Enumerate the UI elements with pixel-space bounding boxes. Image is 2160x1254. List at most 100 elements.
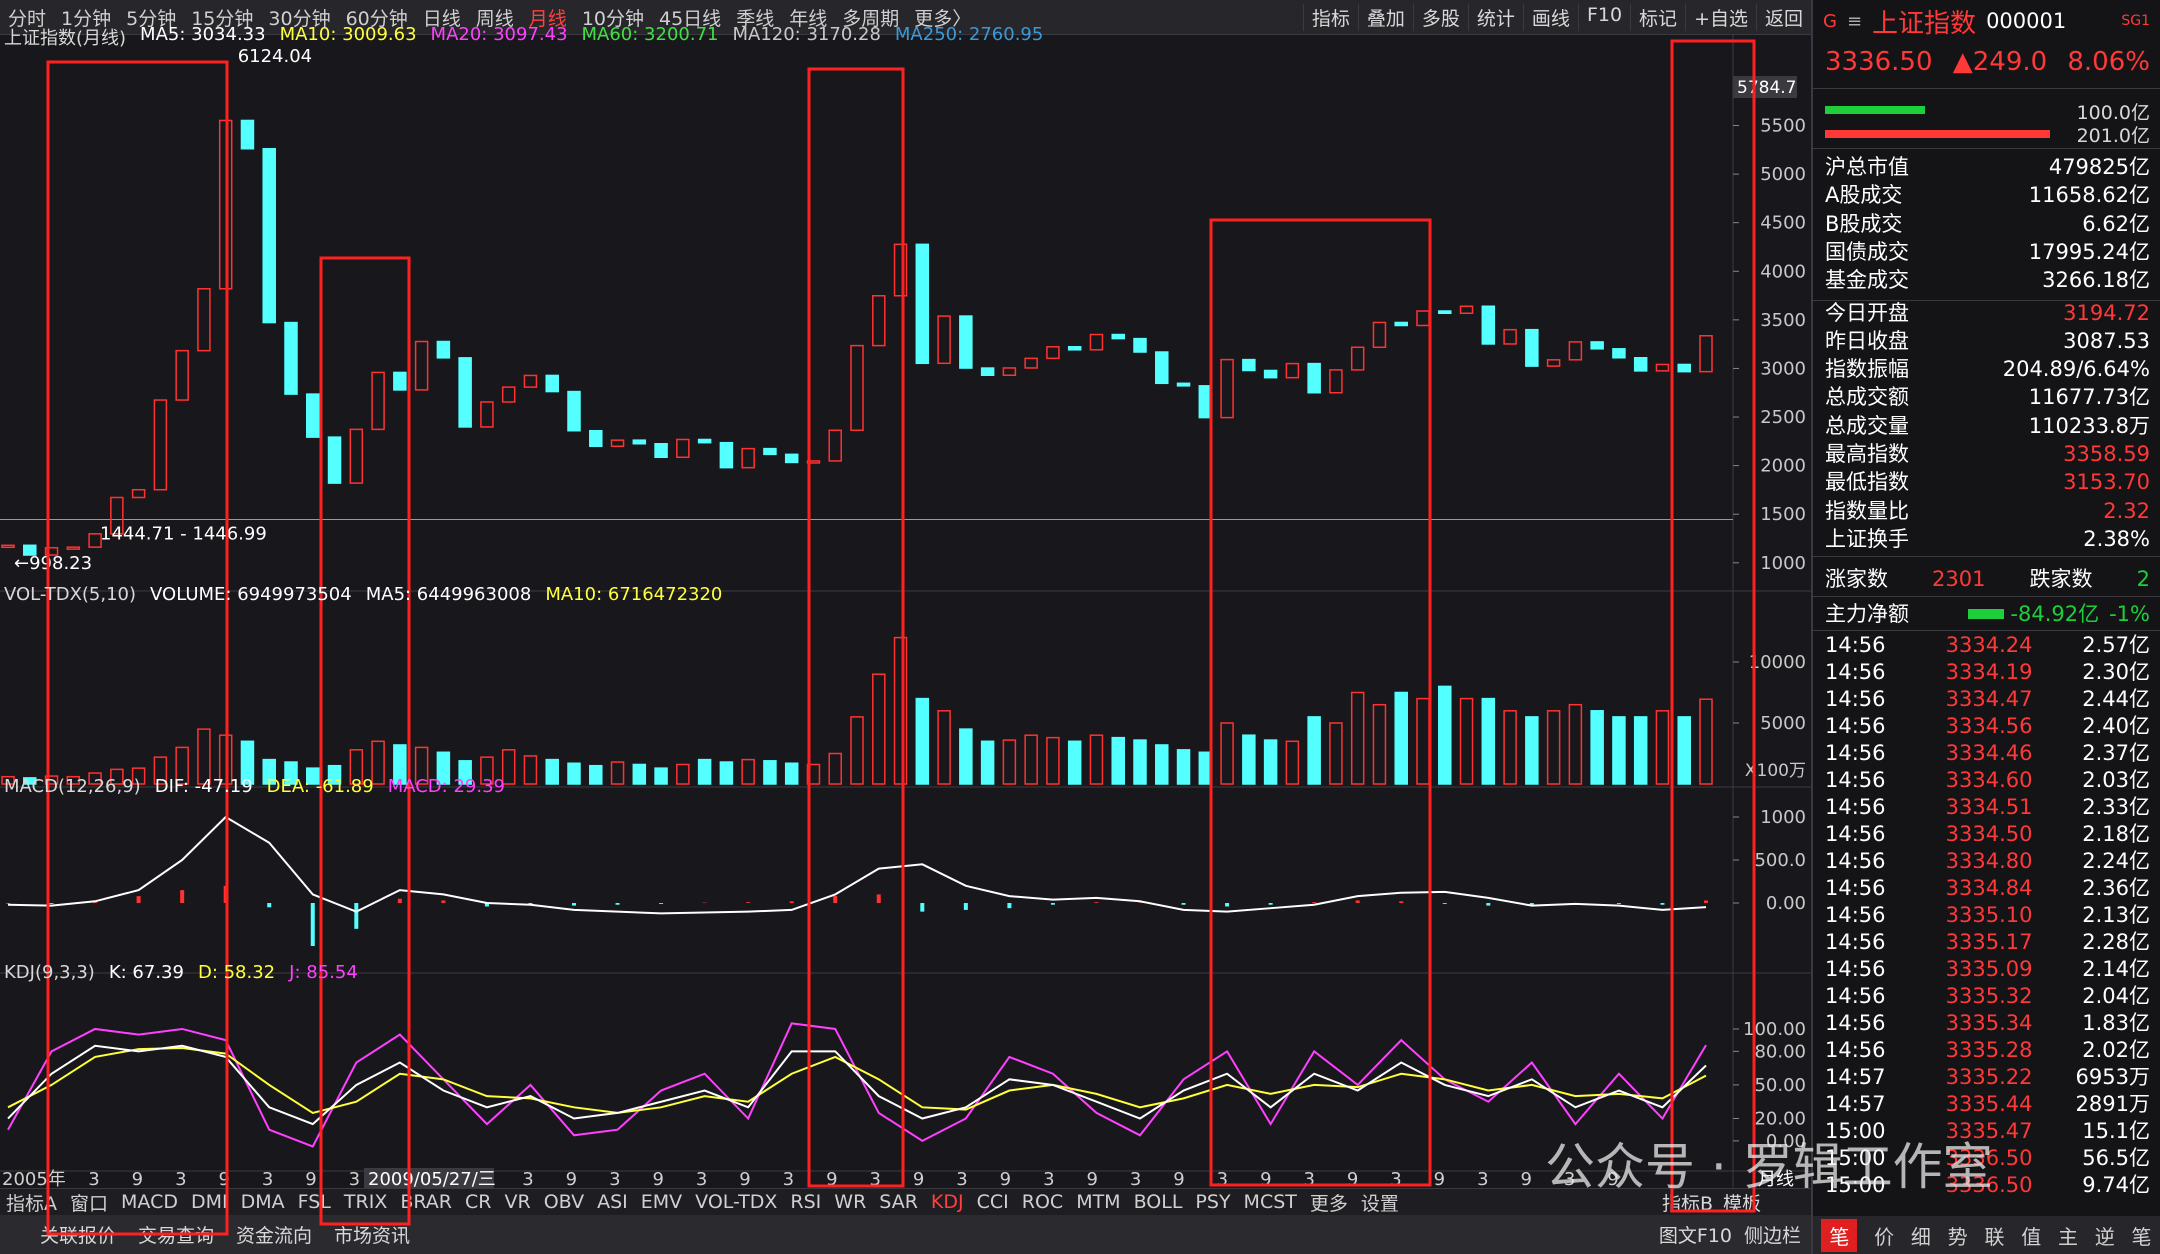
volume-bar	[545, 758, 559, 785]
indicator-tab[interactable]: MCST	[1243, 1191, 1297, 1213]
tick-row: 14:56 3334.24 2.57亿	[1825, 632, 2150, 659]
period-tab[interactable]: 多周期	[842, 7, 900, 30]
indicator-tab[interactable]: CCI	[976, 1191, 1009, 1213]
tool-button[interactable]: 统计	[1467, 3, 1523, 31]
stat-label: A股成交	[1825, 183, 1903, 208]
quote-tab[interactable]: 值	[2021, 1224, 2042, 1249]
bottom-tab[interactable]: 交易查询	[138, 1225, 215, 1247]
quote-panel: G ≡ 上证指数 000001 SG1 3336.50 ▲249.0 8.06% 100.0亿 2…	[1811, 0, 2160, 1254]
tick-price: 3336.50	[1945, 1146, 2033, 1170]
bottom-button[interactable]: 侧边栏	[1743, 1225, 1801, 1247]
candle	[937, 315, 951, 365]
period-tab[interactable]: 年线	[789, 7, 828, 30]
indicator-tab[interactable]: PSY	[1195, 1191, 1231, 1213]
quote-tab[interactable]: 联	[1984, 1224, 2005, 1249]
y-tick-label: 2500	[1760, 407, 1806, 428]
candle	[1198, 385, 1213, 419]
indicator-tab[interactable]: WR	[834, 1191, 867, 1213]
pane-legend: MACD(12,26,9) DIF: -47.19 DEA: -61.89 MACD:…	[4, 776, 505, 797]
indicator-tab[interactable]: TRIX	[343, 1191, 388, 1213]
indicator-tab[interactable]: 更多	[1309, 1192, 1348, 1215]
quote-tab[interactable]: 价	[1874, 1224, 1895, 1249]
indicator-tab[interactable]: BRAR	[400, 1191, 453, 1213]
period-tab[interactable]: 15分钟	[191, 7, 254, 30]
candle	[414, 340, 429, 391]
indicator-tab[interactable]: EMV	[640, 1191, 683, 1213]
quote-tab[interactable]: 笔	[2131, 1224, 2152, 1249]
period-tab[interactable]: 月线	[528, 7, 567, 30]
indicator-tab[interactable]: FSL	[297, 1191, 331, 1213]
period-tab[interactable]: 周线	[475, 7, 514, 30]
indicator-tab[interactable]: 窗口	[70, 1192, 109, 1215]
legend-item: D: 58.32	[197, 962, 276, 983]
period-tab[interactable]: 分时	[8, 7, 47, 30]
period-tab[interactable]: 60分钟	[345, 7, 408, 30]
indicator-tab[interactable]: VR	[504, 1191, 531, 1213]
tick-time: 14:56	[1825, 876, 1886, 900]
bottom-tab[interactable]: 市场资讯	[334, 1225, 411, 1247]
indicator-tab[interactable]: OBV	[543, 1191, 585, 1213]
indicator-tab[interactable]: VOL-TDX	[695, 1191, 778, 1213]
tool-button[interactable]: F10	[1577, 3, 1630, 31]
indicator-tab[interactable]: 设置	[1360, 1192, 1399, 1215]
period-tab[interactable]: 30分钟	[268, 7, 331, 30]
index-code: 000001	[1986, 9, 2067, 33]
volume-bar	[915, 697, 930, 785]
indicator-tab[interactable]: SAR	[879, 1191, 918, 1213]
price-row: 3336.50 ▲249.0 8.06%	[1825, 44, 2150, 80]
period-tab[interactable]: 45日线	[659, 7, 722, 30]
tick-price: 3335.44	[1945, 1092, 2033, 1116]
bottom-tab[interactable]: 资金流向	[236, 1225, 313, 1247]
dif-line	[7, 815, 1707, 915]
indicator-tab[interactable]: DMA	[240, 1191, 285, 1213]
candle	[1416, 310, 1430, 327]
tool-button[interactable]: 叠加	[1357, 3, 1413, 31]
period-tab[interactable]: 季线	[736, 7, 775, 30]
indicator-tab[interactable]: 指标A	[6, 1192, 57, 1215]
bottom-tab[interactable]: 关联报价	[40, 1225, 117, 1247]
tool-button[interactable]: +自选	[1685, 3, 1756, 31]
indicator-tab[interactable]: MTM	[1076, 1191, 1121, 1213]
bottom-button[interactable]: 图文F10	[1658, 1225, 1732, 1247]
indicator-tab[interactable]: 指标B	[1661, 1192, 1713, 1215]
quote-tab[interactable]: 笔	[1821, 1218, 1858, 1252]
stat-value: 3358.59	[2063, 442, 2150, 466]
period-tab[interactable]: 更多〉	[914, 7, 972, 30]
volume-bar	[284, 761, 298, 785]
volume-bar	[1067, 740, 1082, 785]
tool-button[interactable]: 画线	[1522, 3, 1578, 31]
tool-button[interactable]: 返回	[1755, 3, 1811, 31]
volume-unit: X100万	[1745, 761, 1806, 781]
y-tick-label: 500.0	[1754, 850, 1806, 871]
indicator-tab[interactable]: ROC	[1021, 1191, 1064, 1213]
indicator-tab[interactable]: 模板	[1722, 1192, 1761, 1215]
tool-button[interactable]: 指标	[1302, 3, 1358, 31]
menu[interactable]: ≡	[1846, 10, 1863, 32]
quote-tab[interactable]: 逆	[2094, 1224, 2115, 1249]
stat-row: 指数量比 2.32	[1825, 497, 2150, 525]
indicator-tab[interactable]: CR	[465, 1191, 492, 1213]
tool-button[interactable]: 多股	[1412, 3, 1468, 31]
period-tab[interactable]: 10分钟	[581, 7, 644, 30]
indicator-tab[interactable]: ASI	[597, 1191, 628, 1213]
indicator-tab[interactable]: DMI	[190, 1191, 228, 1213]
period-tab[interactable]: 1分钟	[61, 7, 112, 30]
stat-value: 2.32	[2103, 498, 2150, 523]
quote-tab[interactable]: 势	[1947, 1224, 1968, 1249]
indicator-tab[interactable]: MACD	[121, 1191, 178, 1213]
indicator-tab[interactable]: BOLL	[1133, 1191, 1183, 1213]
period-tab[interactable]: 日线	[422, 7, 461, 30]
stat-row: A股成交 11658.62亿	[1825, 181, 2150, 209]
indicator-tab[interactable]: RSI	[790, 1191, 822, 1213]
indicator-tab[interactable]: KDJ	[930, 1191, 964, 1213]
period-tab[interactable]: 5分钟	[126, 7, 177, 30]
quote-tab[interactable]: 细	[1910, 1224, 1931, 1249]
date-label: 9	[913, 1169, 924, 1188]
candle	[1220, 358, 1234, 419]
tool-button[interactable]: 标记	[1630, 3, 1685, 31]
stat-value: 3266.18亿	[2042, 268, 2150, 293]
volume-bar	[1198, 751, 1213, 785]
quote-tab[interactable]: 主	[2057, 1224, 2078, 1249]
candle	[872, 295, 886, 347]
candle	[1329, 369, 1343, 394]
